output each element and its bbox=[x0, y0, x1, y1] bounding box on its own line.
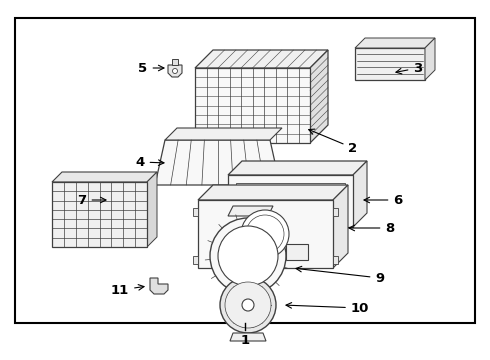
Polygon shape bbox=[172, 59, 178, 65]
Circle shape bbox=[242, 299, 254, 311]
Polygon shape bbox=[355, 48, 425, 80]
Text: 1: 1 bbox=[241, 333, 249, 346]
Polygon shape bbox=[198, 200, 333, 268]
Circle shape bbox=[225, 282, 271, 328]
Polygon shape bbox=[353, 161, 367, 227]
Polygon shape bbox=[228, 175, 353, 227]
Polygon shape bbox=[286, 244, 308, 260]
Polygon shape bbox=[150, 278, 168, 294]
Polygon shape bbox=[333, 208, 338, 216]
Polygon shape bbox=[195, 50, 328, 68]
Text: 7: 7 bbox=[77, 194, 106, 207]
Polygon shape bbox=[333, 185, 348, 268]
Polygon shape bbox=[425, 38, 435, 80]
Circle shape bbox=[220, 277, 276, 333]
Polygon shape bbox=[355, 38, 435, 48]
Text: 4: 4 bbox=[135, 156, 164, 168]
Polygon shape bbox=[228, 206, 273, 216]
Polygon shape bbox=[195, 68, 310, 143]
Circle shape bbox=[210, 218, 286, 294]
Circle shape bbox=[218, 226, 278, 286]
Text: 8: 8 bbox=[349, 221, 394, 234]
Polygon shape bbox=[193, 208, 198, 216]
Text: 3: 3 bbox=[396, 62, 423, 75]
Polygon shape bbox=[168, 65, 182, 77]
Circle shape bbox=[241, 210, 289, 258]
Circle shape bbox=[172, 68, 177, 73]
Polygon shape bbox=[52, 172, 157, 182]
Text: 5: 5 bbox=[139, 62, 164, 75]
Polygon shape bbox=[310, 50, 328, 143]
Polygon shape bbox=[230, 333, 266, 341]
Polygon shape bbox=[165, 128, 282, 140]
Bar bbox=[15, 18, 475, 323]
Text: 9: 9 bbox=[296, 266, 385, 284]
Text: 10: 10 bbox=[286, 302, 369, 315]
Polygon shape bbox=[228, 161, 367, 175]
Polygon shape bbox=[155, 140, 280, 185]
Text: 2: 2 bbox=[309, 129, 358, 154]
Polygon shape bbox=[198, 185, 348, 200]
Polygon shape bbox=[52, 182, 147, 247]
Polygon shape bbox=[147, 172, 157, 247]
Text: 11: 11 bbox=[111, 284, 144, 297]
Text: 6: 6 bbox=[364, 194, 403, 207]
Polygon shape bbox=[333, 256, 338, 264]
Polygon shape bbox=[193, 256, 198, 264]
